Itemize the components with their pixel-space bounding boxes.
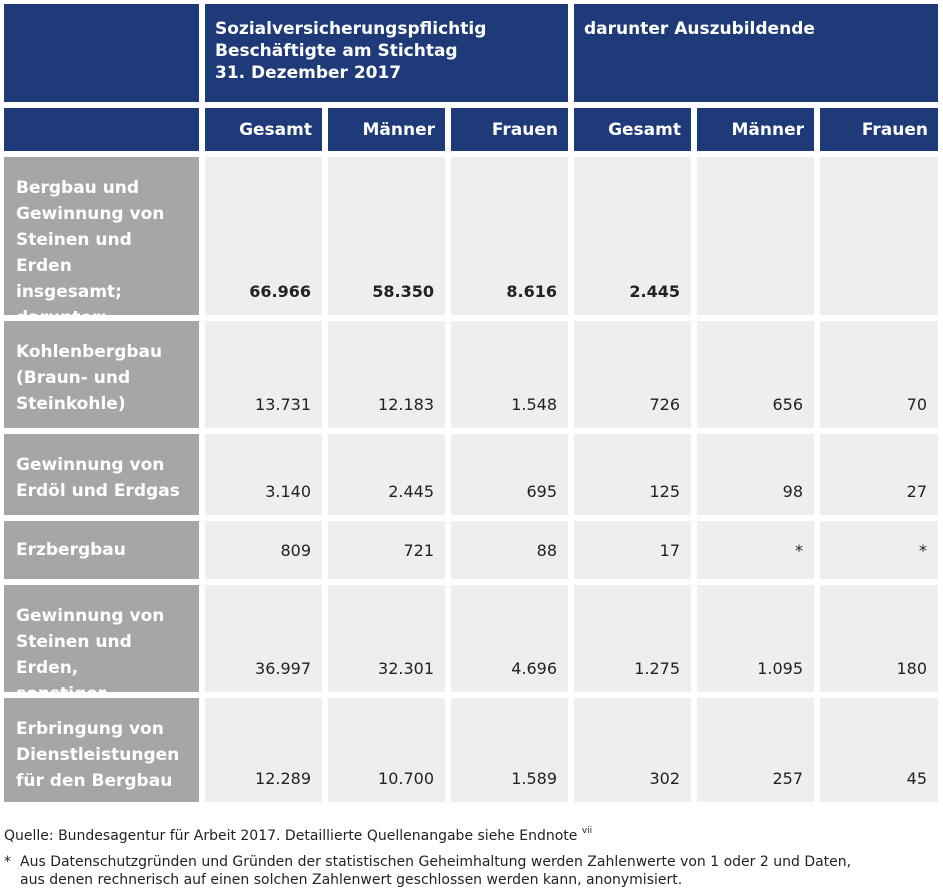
row-label-line: Erzbergbau xyxy=(16,540,126,560)
table-cell: 180 xyxy=(820,585,938,692)
table-cell: 12.289 xyxy=(205,698,322,802)
column-header: Männer xyxy=(328,108,445,151)
table-cell: 1.275 xyxy=(574,585,691,692)
table-cell: 8.616 xyxy=(451,157,568,315)
table-cell: 1.095 xyxy=(697,585,814,692)
table-cell: 656 xyxy=(697,321,814,428)
group-header-apprentices: darunter Auszubildende xyxy=(574,4,938,102)
employment-table: Sozialversicherungspflichtig Beschäftigt… xyxy=(4,4,938,802)
column-header: Frauen xyxy=(451,108,568,151)
table-cell: 2.445 xyxy=(328,434,445,515)
group-header-line: Sozialversicherungspflichtig xyxy=(215,19,487,39)
table-cell: 10.700 xyxy=(328,698,445,802)
group-header-line: Beschäftigte am Stichtag xyxy=(215,41,458,61)
group-header-employees: Sozialversicherungspflichtig Beschäftigt… xyxy=(205,4,568,102)
footnote-line: aus denen rechnerisch auf einen solchen … xyxy=(20,872,683,888)
table-cell: 3.140 xyxy=(205,434,322,515)
row-label-line: Steinkohle) xyxy=(16,394,126,414)
row-label-line: Gewinnung von xyxy=(16,455,165,475)
table-cell: 12.183 xyxy=(328,321,445,428)
table-cell: 125 xyxy=(574,434,691,515)
table-cell: 58.350 xyxy=(328,157,445,315)
row-label-line: (Braun- und xyxy=(16,368,131,388)
table-cell: 4.696 xyxy=(451,585,568,692)
row-label-line: Dienstleistungen xyxy=(16,745,180,765)
column-header: Frauen xyxy=(820,108,938,151)
row-header-oil-gas: Gewinnung von Erdöl und Erdgas xyxy=(4,434,199,515)
table-cell: 45 xyxy=(820,698,938,802)
table-cell: 1.548 xyxy=(451,321,568,428)
group-header-line: darunter Auszubildende xyxy=(584,19,815,39)
table-cell: * xyxy=(820,521,938,579)
row-label-line: Erdöl und Erdgas xyxy=(16,481,180,501)
row-header-total: Bergbau und Gewinnung von Steinen und Er… xyxy=(4,157,199,328)
row-label-line: Gewinnung von xyxy=(16,204,165,224)
table-cell: 70 xyxy=(820,321,938,428)
group-header-line: 31. Dezember 2017 xyxy=(215,63,402,83)
table-cell: 13.731 xyxy=(205,321,322,428)
table-cell xyxy=(820,157,938,315)
row-label-line: Bergbau und xyxy=(16,178,140,198)
footnote-mark: * xyxy=(4,854,11,870)
table-cell: 88 xyxy=(451,521,568,579)
endnote-marker: vii xyxy=(581,826,593,836)
row-label-line: Erbringung von xyxy=(16,719,164,739)
row-label-line: Kohlenbergbau xyxy=(16,342,163,362)
table-cell: 726 xyxy=(574,321,691,428)
row-header-mining-services: Erbringung von Dienstleistungen für den … xyxy=(4,698,199,802)
footnote-line: Aus Datenschutzgründen und Gründen der s… xyxy=(20,854,852,870)
column-header: Gesamt xyxy=(574,108,691,151)
row-label-line: insgesamt; xyxy=(16,282,122,302)
footnote: * Aus Datenschutzgründen und Gründen der … xyxy=(4,853,851,889)
table-cell: * xyxy=(697,521,814,579)
row-label-line: Steinen und Erden, xyxy=(16,632,132,678)
row-label-line: Gewinnung von xyxy=(16,606,165,626)
row-label-line: Steinen und Erden xyxy=(16,230,132,276)
row-header-stones-earths: Gewinnung von Steinen und Erden, sonstig… xyxy=(4,585,199,730)
table-cell: 66.966 xyxy=(205,157,322,315)
column-header: Gesamt xyxy=(205,108,322,151)
column-header: Männer xyxy=(697,108,814,151)
table-cell: 809 xyxy=(205,521,322,579)
table-cell: 302 xyxy=(574,698,691,802)
table-cell: 721 xyxy=(328,521,445,579)
table-cell: 1.589 xyxy=(451,698,568,802)
table-cell: 27 xyxy=(820,434,938,515)
source-text: Quelle: Bundesagentur für Arbeit 2017. D… xyxy=(4,828,578,844)
table-cell: 257 xyxy=(697,698,814,802)
table-cell: 695 xyxy=(451,434,568,515)
table-cell: 36.997 xyxy=(205,585,322,692)
table-cell: 2.445 xyxy=(574,157,691,315)
corner-cell xyxy=(4,4,199,102)
table-cell: 17 xyxy=(574,521,691,579)
source-note: Quelle: Bundesagentur für Arbeit 2017. D… xyxy=(4,822,592,845)
row-header-ore-mining: Erzbergbau xyxy=(4,521,199,579)
table-cell xyxy=(697,157,814,315)
row-header-coal-mining: Kohlenbergbau (Braun- und Steinkohle) xyxy=(4,321,199,428)
corner-cell xyxy=(4,108,199,151)
row-label-line: für den Bergbau xyxy=(16,771,173,791)
table-cell: 98 xyxy=(697,434,814,515)
table-cell: 32.301 xyxy=(328,585,445,692)
